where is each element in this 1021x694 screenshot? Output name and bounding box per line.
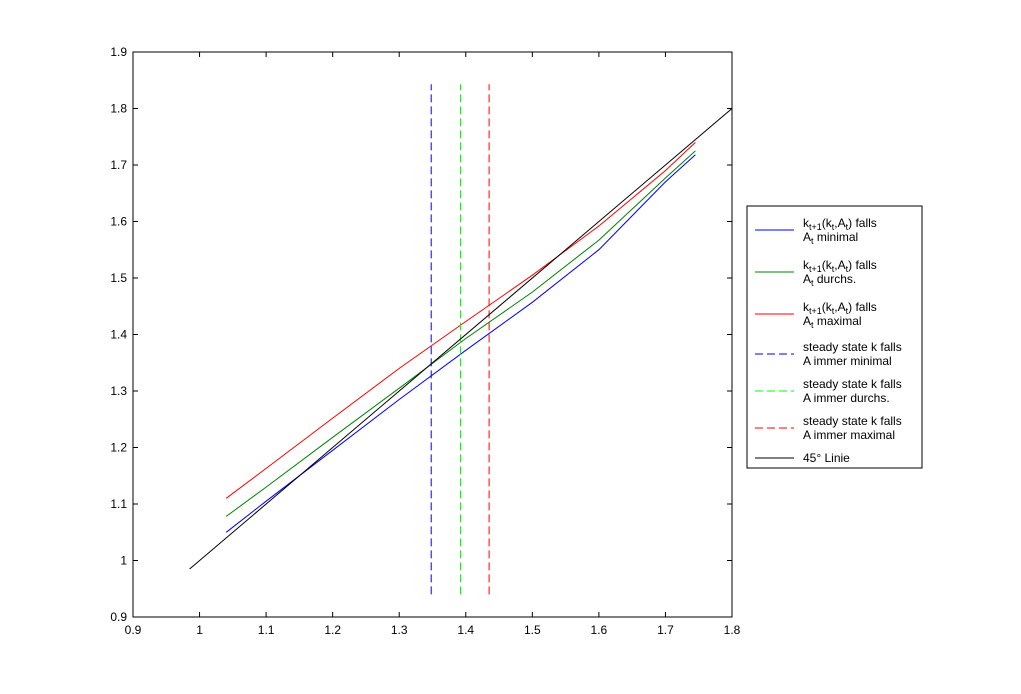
legend-box: [746, 205, 923, 469]
legend-label-line2: At minimal: [803, 230, 858, 246]
y-tick-label: 1.2: [110, 441, 127, 455]
legend-label-line1: steady state k falls: [803, 414, 902, 428]
x-tick-label: 0.9: [125, 623, 142, 637]
legend-label-line2: A immer maximal: [803, 428, 895, 442]
y-tick-label: 1.6: [110, 215, 127, 229]
x-tick-label: 1.4: [457, 623, 474, 637]
y-tick-label: 1.8: [110, 102, 127, 116]
legend-label-line1: steady state k falls: [803, 377, 902, 391]
legend-label-line1: steady state k falls: [803, 340, 902, 354]
y-tick-label: 1.1: [110, 497, 127, 511]
x-tick-label: 1.7: [657, 623, 674, 637]
x-tick-label: 1.2: [324, 623, 341, 637]
x-tick-label: 1: [196, 623, 203, 637]
x-tick-label: 1.1: [258, 623, 275, 637]
y-tick-label: 1.7: [110, 158, 127, 172]
x-tick-label: 1.5: [524, 623, 541, 637]
series-line-0: [225, 154, 696, 533]
ticks-layer: 0.9 1 1.1 1.2 1.3 1.4 1.5 1.6 1.7 1.8 0.9 1 1.1 1.2 1.…: [110, 45, 740, 637]
y-tick-label: 1.4: [110, 328, 127, 342]
legend-label-line2: At maximal: [803, 314, 862, 330]
series-layer: [189, 84, 733, 595]
series-line-6: [189, 108, 733, 570]
y-tick-label: 0.9: [110, 610, 127, 624]
legend-label-line1: kt+1(kt,At) falls: [803, 300, 877, 316]
legend-label-line1: kt+1(kt,At) falls: [803, 258, 877, 274]
x-tick-label: 1.3: [391, 623, 408, 637]
y-tick-label: 1.5: [110, 271, 127, 285]
legend-label-line2: A immer minimal: [803, 354, 892, 368]
plot-area: 0.9 1 1.1 1.2 1.3 1.4 1.5 1.6 1.7 1.8 0.9 1 1.1 1.2 1.…: [110, 45, 740, 637]
axes-box: [132, 51, 733, 618]
y-tick-label: 1: [120, 554, 127, 568]
x-tick-label: 1.8: [724, 623, 741, 637]
series-line-2: [225, 142, 696, 499]
x-tick-label: 1.6: [591, 623, 608, 637]
y-tick-label: 1.3: [110, 384, 127, 398]
series-line-1: [225, 150, 696, 517]
legend-label: 45° Linie: [803, 451, 850, 465]
legend-label-line2: A immer durchs.: [803, 391, 890, 405]
legend-label-line2: At durchs.: [803, 272, 856, 288]
legend-label-line1: kt+1(kt,At) falls: [803, 216, 877, 232]
y-tick-label: 1.9: [110, 45, 127, 59]
